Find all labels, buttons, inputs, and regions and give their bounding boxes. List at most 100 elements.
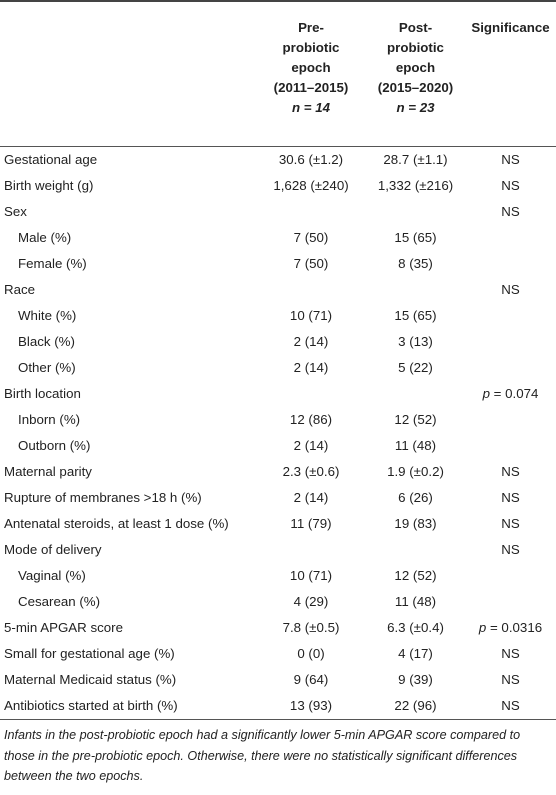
significance-value: [465, 251, 556, 277]
post-probiotic-value: 11 (48): [394, 438, 437, 453]
table-row: Male (%) 7 (50) 15 (65): [0, 225, 556, 251]
post-probiotic-value: 8 (35): [398, 256, 433, 271]
post-probiotic-value: 1,332 (±216): [377, 178, 454, 193]
pre-probiotic-value: 2 (14): [293, 360, 329, 375]
post-probiotic-value: 6.3 (±0.4): [387, 620, 444, 635]
pre-probiotic-value: [256, 277, 366, 303]
header-pre-line-5: n = 14: [291, 100, 331, 115]
row-label: Antibiotics started at birth (%): [0, 693, 256, 720]
table-row: Gestational age 30.6 (±1.2) 28.7 (±1.1) NS: [0, 147, 556, 174]
significance-value: NS: [501, 282, 520, 297]
post-probiotic-value: 22 (96): [366, 693, 465, 720]
significance-value: NS: [501, 490, 520, 505]
header-post-line-3: epoch: [395, 60, 436, 75]
table-row: Maternal Medicaid status (%) 9 (64) 9 (39)…: [0, 667, 556, 693]
pre-probiotic-value: 7 (50): [293, 256, 329, 271]
pre-probiotic-value: 10 (71): [289, 308, 333, 323]
post-probiotic-value: 5 (22): [398, 360, 433, 375]
table-row: Antibiotics started at birth (%) 13 (93) 2…: [0, 693, 556, 720]
header-post-line-5: n = 23: [396, 100, 435, 115]
pre-probiotic-value: 10 (71): [289, 568, 333, 583]
post-probiotic-value: [366, 381, 465, 407]
row-label: Sex: [4, 204, 27, 219]
table-row: White (%) 10 (71) 15 (65): [0, 303, 556, 329]
row-label: Male (%): [18, 230, 72, 245]
header-post-probiotic: Post- probiotic epoch (2015–2020) n = 23: [366, 0, 465, 147]
post-probiotic-value: 19 (83): [394, 516, 437, 531]
table-row: Antenatal steroids, at least 1 dose (%) 1…: [0, 511, 556, 537]
pre-probiotic-value: 9 (64): [293, 672, 329, 687]
pre-probiotic-value: 4 (29): [293, 594, 329, 609]
table-row: Cesarean (%) 4 (29) 11 (48): [0, 589, 556, 615]
row-label: Birth location: [4, 386, 81, 401]
table-row: Rupture of membranes >18 h (%) 2 (14) 6 (2…: [0, 485, 556, 511]
post-probiotic-value: 28.7 (±1.1): [383, 152, 448, 167]
post-probiotic-value: [366, 537, 465, 563]
header-post-line-2: probiotic: [387, 40, 444, 55]
post-probiotic-value: [366, 277, 465, 303]
pre-probiotic-value: 11 (79): [290, 516, 332, 531]
header-pre-line-2: probiotic: [282, 40, 340, 55]
post-probiotic-value: 12 (52): [394, 412, 437, 427]
post-probiotic-value: 6 (26): [398, 490, 433, 505]
row-label: Vaginal (%): [18, 568, 86, 583]
significance-value: NS: [501, 178, 520, 193]
header-post-line-4: (2015–2020): [377, 80, 454, 95]
pre-probiotic-value: 0 (0): [297, 646, 325, 661]
pre-probiotic-value: [256, 381, 366, 407]
table-row: Vaginal (%) 10 (71) 12 (52): [0, 563, 556, 589]
significance-value: [465, 589, 556, 615]
header-post-line-1: Post-: [398, 20, 433, 35]
table-row: Mode of delivery NS: [0, 537, 556, 563]
significance-value: NS: [501, 516, 520, 531]
post-probiotic-value: 3 (13): [398, 334, 433, 349]
significance-value: [465, 563, 556, 589]
header-pre-line-3: epoch: [291, 60, 331, 75]
significance-value: [465, 355, 556, 381]
post-probiotic-value: 11 (48): [394, 594, 437, 609]
row-label: Cesarean (%): [18, 594, 101, 609]
significance-value: [465, 407, 556, 433]
row-label: Other (%): [18, 360, 76, 375]
pre-probiotic-value: 7.8 (±0.5): [282, 620, 340, 635]
header-significance: Significance: [465, 0, 556, 147]
row-label: Black (%): [18, 334, 75, 349]
row-label: Maternal Medicaid status (%): [4, 672, 177, 687]
row-label: Rupture of membranes >18 h (%): [4, 490, 202, 505]
row-label: Inborn (%): [18, 412, 81, 427]
significance-value: NS: [501, 542, 520, 557]
significance-value: p = 0.074: [482, 386, 539, 401]
header-pre-line-1: Pre-: [298, 20, 324, 35]
significance-value: NS: [501, 464, 520, 479]
row-label: Birth weight (g): [4, 178, 94, 193]
pre-probiotic-value: 12 (86): [289, 412, 333, 427]
table-header-row: Pre- probiotic epoch (2011–2015) n = 14 …: [0, 0, 556, 147]
significance-value: NS: [501, 204, 520, 219]
significance-value: NS: [501, 646, 520, 661]
table-row: Female (%) 7 (50) 8 (35): [0, 251, 556, 277]
row-label: Maternal parity: [4, 464, 92, 479]
significance-value: NS: [501, 672, 520, 687]
table-row: Black (%) 2 (14) 3 (13): [0, 329, 556, 355]
post-probiotic-value: 1.9 (±0.2): [387, 464, 444, 479]
table-row: Small for gestational age (%) 0 (0) 4 (17)…: [0, 641, 556, 667]
row-label: White (%): [18, 308, 77, 323]
row-label: Female (%): [18, 256, 87, 271]
table-row: Sex NS: [0, 199, 556, 225]
characteristics-table: Pre- probiotic epoch (2011–2015) n = 14 …: [0, 0, 556, 720]
pre-probiotic-value: 7 (50): [293, 230, 329, 245]
pre-probiotic-value: 13 (93): [256, 693, 366, 720]
row-label: Antenatal steroids, at least 1 dose (%): [4, 516, 229, 531]
row-label: Race: [4, 282, 36, 297]
post-probiotic-value: 12 (52): [394, 568, 437, 583]
significance-value: [465, 225, 556, 251]
table-row: Birth location p = 0.074: [0, 381, 556, 407]
header-pre-line-4: (2011–2015): [273, 80, 349, 95]
pre-probiotic-value: 2 (14): [293, 438, 329, 453]
significance-value: [465, 329, 556, 355]
header-blank-cell: [0, 0, 256, 147]
post-probiotic-value: 15 (65): [394, 308, 437, 323]
pre-probiotic-value: [256, 537, 366, 563]
table-row: Outborn (%) 2 (14) 11 (48): [0, 433, 556, 459]
